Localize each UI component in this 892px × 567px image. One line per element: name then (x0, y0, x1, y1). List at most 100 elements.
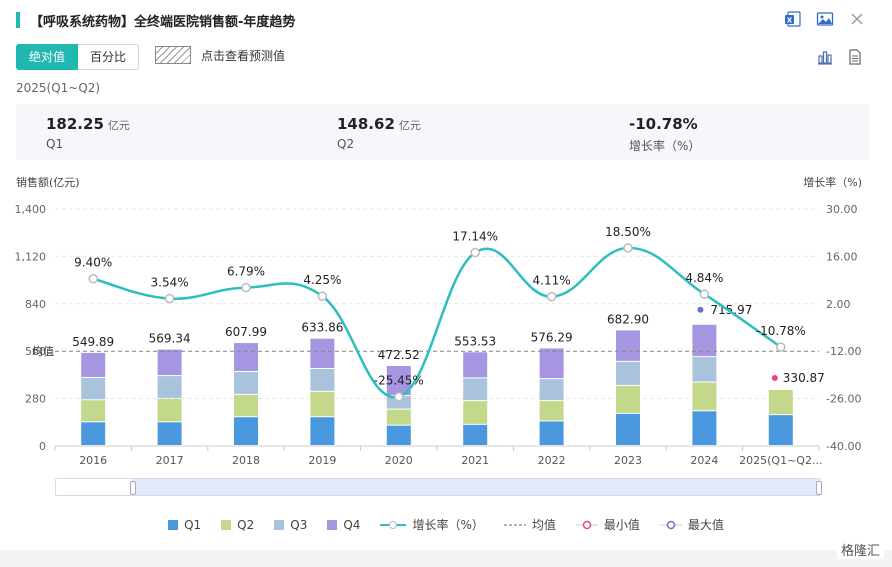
legend-swatch-q2 (221, 519, 232, 530)
document-icon[interactable] (846, 48, 864, 66)
bar-segment-q1 (81, 422, 106, 445)
growth-label: 6.79% (227, 265, 265, 279)
growth-rate-line (92, 246, 782, 399)
growth-label: 18.50% (605, 225, 651, 239)
summary-growth-label: 增长率（%） (629, 139, 701, 153)
y-left-tick-label: 1,120 (15, 250, 47, 263)
growth-point (241, 282, 251, 293)
legend-item-max[interactable]: 最大值 (659, 516, 724, 533)
zoom-slider-range[interactable] (132, 479, 820, 495)
bar-segment-q2 (768, 389, 793, 415)
legend-label-q3: Q3 (290, 517, 308, 532)
bar-chart-icon[interactable] (816, 48, 834, 66)
legend-item-average[interactable]: 均值 (503, 516, 556, 533)
growth-label: 3.54% (151, 276, 189, 290)
growth-label: 4.84% (685, 271, 723, 285)
summary-q2: 148.62 亿元 Q2 (337, 114, 421, 151)
bar-segment-q1 (768, 415, 793, 445)
percent-button[interactable]: 百分比 (78, 44, 140, 70)
growth-label: 4.11% (533, 274, 571, 288)
growth-label: 9.40% (74, 256, 112, 270)
legend-label-q1: Q1 (184, 517, 202, 532)
x-tick-label: 2023 (614, 454, 642, 467)
forecast-toggle[interactable]: 点击查看预测值 (155, 46, 285, 64)
bar-segment-q2 (81, 400, 106, 422)
bar-segment-q1 (157, 422, 182, 445)
legend-item-q1[interactable]: Q1 (168, 516, 201, 533)
bar-segment-q1 (692, 411, 717, 445)
legend-item-growth[interactable]: 增长率（%） (380, 516, 484, 533)
summary-q1-label: Q1 (46, 137, 64, 151)
summary-q2-value: 148.62 (337, 115, 395, 133)
bar-segment-q4 (81, 352, 106, 377)
absolute-value-button[interactable]: 绝对值 (16, 44, 79, 70)
header-toolbar: X (784, 10, 866, 28)
y-left-tick-label: 1,400 (15, 203, 47, 216)
bar-segment-q4 (386, 366, 411, 396)
excel-icon[interactable]: X (784, 10, 802, 28)
growth-label: 4.25% (303, 273, 341, 287)
legend-label-growth: 增长率（%） (412, 518, 484, 532)
x-tick-label: 2024 (690, 454, 718, 467)
image-icon[interactable] (816, 10, 834, 28)
x-tick-label: 2018 (232, 454, 260, 467)
y-right-tick-label: -40.00 (826, 440, 861, 453)
summary-growth: -10.78% 增长率（%） (629, 114, 702, 154)
bar-segment-q2 (616, 385, 640, 413)
bar-total-label: 330.87 (783, 371, 825, 385)
growth-point (394, 391, 404, 402)
summary-growth-value: -10.78% (629, 115, 698, 133)
chart-legend: Q1 Q2 Q3 Q4 增长率（%） 均值 最小值 最大值 (0, 516, 892, 533)
x-tick-label: 2021 (461, 454, 489, 467)
title-accent-bar (16, 12, 20, 28)
bar-segment-q3 (234, 372, 258, 394)
legend-label-q2: Q2 (237, 517, 255, 532)
bar-total-label: 472.52 (378, 348, 420, 362)
bar-segment-q4 (463, 352, 488, 378)
bar-segment-q4 (539, 348, 564, 379)
growth-label: -10.78% (756, 324, 806, 338)
growth-point (546, 291, 557, 302)
legend-dashed-line-icon (503, 523, 526, 526)
y-left-tick-label: 840 (25, 298, 46, 311)
bar-segment-q3 (692, 357, 717, 382)
zoom-slider[interactable] (55, 478, 822, 496)
bar-segment-q4 (157, 349, 182, 376)
summary-panel: 182.25 亿元 Q1 148.62 亿元 Q2 -10.78% 增长率（%） (16, 104, 870, 160)
legend-label-average: 均值 (531, 518, 556, 532)
bar-total-label: 576.29 (531, 330, 573, 344)
zoom-slider-left-handle[interactable] (130, 481, 136, 495)
bar-segment-q4 (234, 343, 258, 372)
y-left-tick-label: 0 (39, 440, 46, 453)
bar-segment-q1 (539, 421, 564, 445)
y-left-tick-label: 280 (25, 393, 46, 406)
period-label: 2025(Q1~Q2) (16, 81, 101, 95)
legend-item-q2[interactable]: Q2 (221, 516, 254, 533)
bar-segment-q3 (81, 377, 106, 400)
summary-q1: 182.25 亿元 Q1 (46, 114, 130, 151)
legend-label-q4: Q4 (343, 517, 361, 532)
legend-item-q3[interactable]: Q3 (274, 516, 307, 533)
y-right-tick-label: -12.00 (826, 345, 861, 358)
legend-label-min: 最小值 (603, 518, 640, 532)
watermark-logo: 格隆汇 (836, 540, 884, 559)
legend-label-max: 最大值 (687, 518, 724, 532)
legend-item-q4[interactable]: Q4 (327, 516, 360, 533)
legend-swatch-q4 (327, 519, 338, 530)
max-value-marker (697, 306, 704, 313)
close-icon[interactable] (848, 10, 866, 28)
x-tick-label: 2025(Q1~Q2... (739, 454, 822, 467)
bar-total-label: 715.97 (710, 303, 752, 317)
bar-total-label: 607.99 (225, 325, 267, 339)
legend-item-min[interactable]: 最小值 (575, 516, 640, 533)
zoom-slider-right-handle[interactable] (816, 481, 822, 495)
growth-point (317, 291, 328, 301)
bar-segment-q2 (539, 401, 564, 421)
y-right-tick-label: 2.00 (826, 298, 851, 311)
bar-segment-q2 (463, 401, 488, 424)
growth-point (470, 247, 480, 258)
header: 【呼吸系统药物】全终端医院销售额-年度趋势 X (0, 0, 892, 40)
bar-segment-q2 (386, 409, 411, 425)
x-tick-label: 2017 (156, 454, 184, 467)
x-tick-label: 2020 (385, 454, 413, 467)
